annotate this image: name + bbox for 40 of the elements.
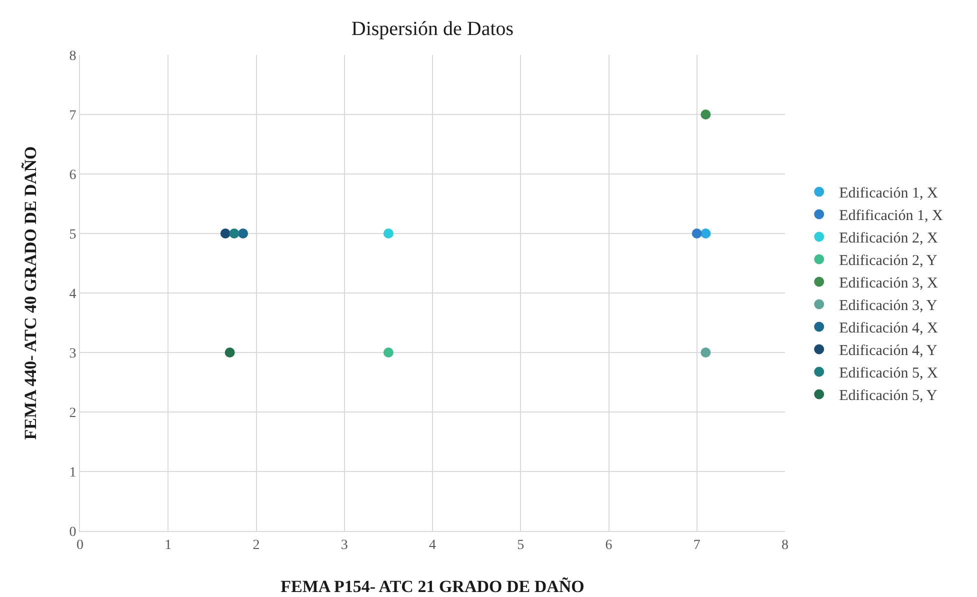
legend-label: Edificación 4, X (839, 320, 938, 337)
point (224, 348, 235, 358)
legend-label: Edificación 1, X (839, 186, 938, 202)
x-tick-label: 2 (252, 538, 260, 553)
x-tick-label: 1 (164, 538, 172, 553)
legend-label: Edificación 3, X (839, 276, 938, 292)
legend-label: Edificación 5, X (839, 366, 938, 382)
y-tick-label: 6 (69, 168, 76, 183)
y-tick-label: 4 (69, 286, 76, 302)
point (692, 228, 702, 238)
x-tick-label: 3 (340, 538, 348, 553)
legend-label: Edificación 5, Y (839, 388, 938, 404)
point (383, 228, 394, 238)
y-tick-label: 7 (69, 108, 76, 124)
legend-label: Edificación 3, Y (839, 298, 938, 314)
y-tick-label: 5 (69, 227, 76, 242)
y-tick-label: 8 (69, 48, 76, 64)
x-tick-label: 8 (782, 538, 788, 553)
legend-label: Edfificación 1, X (839, 208, 943, 224)
legend-label: Edificación 2, X (839, 230, 938, 247)
legend-label: Edificación 2, Y (839, 253, 938, 270)
legend-label: Edificación 4, Y (839, 343, 938, 360)
x-axis-title: FEMA P154- ATC 21 GRADO DE DAÑO (280, 577, 584, 596)
y-tick-label: 0 (69, 524, 76, 540)
y-tick-label: 2 (69, 406, 76, 421)
point (383, 348, 394, 358)
point (700, 228, 711, 238)
x-tick-label: 7 (693, 538, 700, 553)
point (220, 228, 230, 238)
y-tick-label: 1 (69, 465, 76, 480)
x-tick-label: 5 (517, 538, 524, 553)
y-tick-label: 3 (69, 346, 76, 362)
point (238, 228, 248, 238)
point (700, 110, 711, 120)
point (700, 348, 711, 358)
x-tick-label: 6 (605, 538, 612, 553)
y-axis-title: FEMA 440- ATC 40 GRADO DE DAÑO (21, 146, 40, 440)
chart-title: Dispersión de Datos (351, 18, 514, 40)
x-tick-label: 4 (429, 538, 436, 553)
point (229, 228, 240, 238)
